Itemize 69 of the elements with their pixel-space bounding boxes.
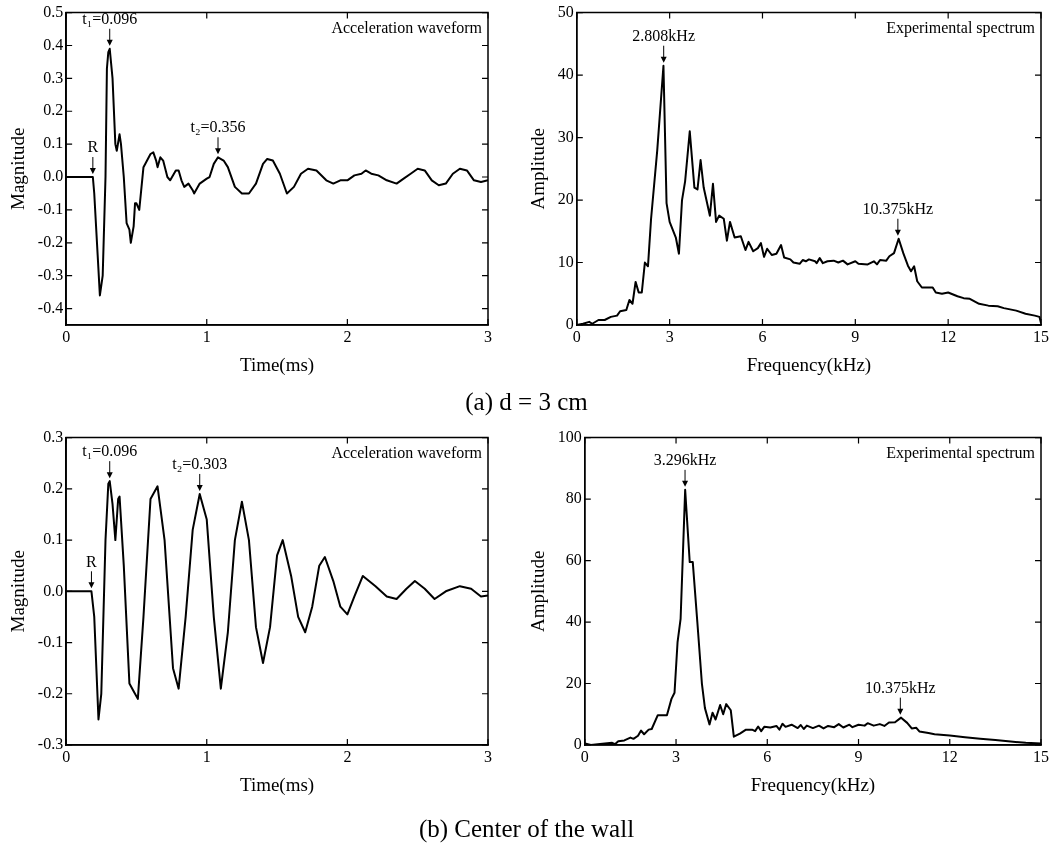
- annotation: 3.296kHz: [653, 451, 717, 469]
- y-tick-label: 0.2: [43, 479, 64, 497]
- y-axis-title: Amplitude: [527, 550, 549, 632]
- x-tick-label: 9: [854, 747, 863, 765]
- y-tick-label: 60: [565, 550, 582, 568]
- x-tick-label: 15: [1033, 327, 1049, 345]
- x-tick-label: 6: [763, 747, 772, 765]
- chart-title: Experimental spectrum: [886, 18, 1036, 37]
- y-tick-label: 0.0: [43, 581, 64, 599]
- y-axis-title: Amplitude: [527, 128, 549, 210]
- annotation: R: [87, 138, 99, 156]
- x-tick-label: 12: [940, 327, 957, 345]
- x-tick-label: 1: [202, 747, 211, 765]
- y-tick-label: 30: [557, 127, 574, 145]
- annotation: 2.808kHz: [632, 26, 696, 44]
- x-axis-title: Frequency(kHz): [746, 353, 872, 376]
- chart-title: Acceleration waveform: [331, 18, 483, 36]
- x-tick-label: 3: [672, 747, 681, 765]
- y-tick-label: 0.4: [43, 35, 64, 53]
- x-tick-label: 2: [343, 327, 352, 345]
- y-tick-label: 0.3: [43, 68, 64, 86]
- y-tick-label: 50: [557, 2, 574, 20]
- y-axis-title: Magnitude: [7, 550, 29, 633]
- x-tick-label: 2: [343, 747, 352, 765]
- x-axis-title: Frequency(kHz): [750, 773, 876, 796]
- annotation: t₁=0.096: [82, 442, 138, 460]
- y-tick-label: -0.4: [37, 298, 64, 316]
- annotation: 10.375kHz: [862, 199, 934, 217]
- x-axis-title: Time(ms): [239, 773, 315, 796]
- y-tick-label: 80: [565, 489, 582, 507]
- y-tick-label: -0.1: [37, 632, 64, 650]
- y-tick-label: -0.3: [37, 735, 64, 753]
- y-tick-label: 40: [565, 612, 582, 630]
- x-axis-title: Time(ms): [239, 353, 315, 376]
- y-tick-label: 0: [565, 315, 574, 333]
- x-tick-label: 3: [484, 327, 492, 345]
- y-axis-title: Magnitude: [7, 127, 29, 210]
- x-tick-label: 6: [758, 327, 767, 345]
- y-tick-label: 0.2: [43, 101, 64, 119]
- text: (a) d = 3 cm: [464, 388, 589, 416]
- x-tick-label: 9: [851, 327, 860, 345]
- y-tick-label: 40: [557, 65, 574, 83]
- x-tick-label: 3: [484, 747, 492, 765]
- y-tick-label: 0.5: [43, 2, 64, 20]
- x-tick-label: 1: [202, 327, 211, 345]
- x-tick-label: 12: [941, 747, 958, 765]
- chart-title: Experimental spectrum: [886, 443, 1036, 462]
- annotation: 10.375kHz: [865, 678, 936, 696]
- y-tick-label: 0: [573, 735, 582, 753]
- y-tick-label: 20: [557, 190, 574, 208]
- y-tick-label: 0.1: [43, 134, 64, 152]
- y-tick-label: 0.1: [43, 530, 64, 548]
- y-tick-label: 0.0: [43, 167, 64, 185]
- y-tick-label: 20: [565, 673, 582, 691]
- x-tick-label: 3: [665, 327, 674, 345]
- chart-title: Acceleration waveform: [331, 443, 483, 461]
- annotation: t₂=0.303: [172, 455, 228, 473]
- y-tick-label: 10: [557, 252, 574, 270]
- y-tick-label: 0.3: [43, 427, 64, 445]
- y-tick-label: -0.1: [37, 200, 64, 218]
- text: (b) Center of the wall: [417, 815, 636, 843]
- annotation: R: [86, 552, 98, 570]
- y-tick-label: -0.3: [37, 265, 64, 283]
- annotation: t₁=0.096: [82, 9, 138, 27]
- y-tick-label: -0.2: [37, 683, 64, 701]
- y-tick-label: 100: [557, 427, 582, 445]
- x-tick-label: 15: [1033, 747, 1049, 765]
- annotation: t₂=0.356: [190, 118, 246, 136]
- y-tick-label: -0.2: [37, 232, 64, 250]
